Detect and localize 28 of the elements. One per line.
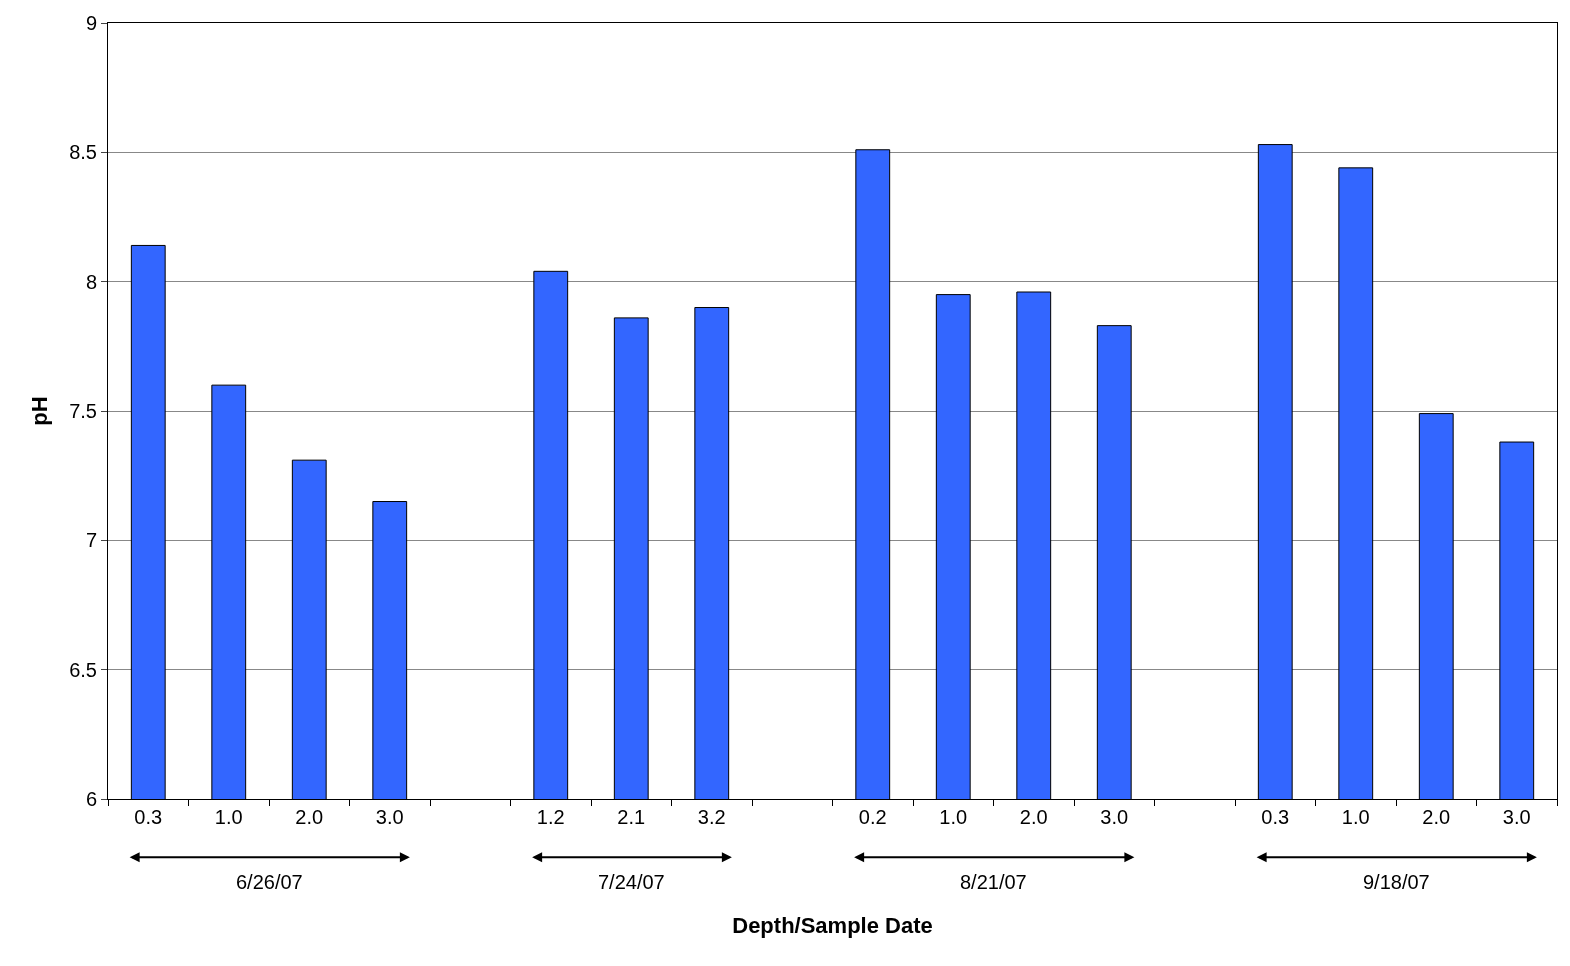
x-tick-label: 2.1	[617, 806, 646, 828]
x-tick-label: 0.2	[858, 806, 887, 828]
x-tick-label: 0.3	[1261, 806, 1290, 828]
x-tick-label: 1.0	[939, 806, 968, 828]
y-tick-label: 8.5	[69, 141, 97, 164]
x-tick-label: 1.0	[1341, 806, 1370, 828]
text: 7/24/07	[598, 871, 665, 893]
y-tick-label: 7.5	[69, 400, 97, 422]
y-tick-label: 6.5	[69, 658, 97, 681]
y-tick-label: 9	[85, 12, 97, 34]
y-tick-label: 7	[85, 529, 97, 552]
text: 6/26/07	[236, 871, 303, 893]
x-tick-label: 2.0	[1019, 806, 1048, 828]
x-axis-title: Depth/Sample Date	[732, 912, 933, 938]
text: 9/18/07	[1363, 871, 1430, 893]
x-tick-label: 3.0	[375, 806, 404, 828]
x-tick-label: 3.2	[697, 806, 726, 828]
x-tick-label: 2.0	[1422, 806, 1451, 828]
y-tick-label: 8	[85, 270, 97, 293]
x-tick-label: 2.0	[295, 806, 324, 828]
x-tick-label: 3.0	[1100, 806, 1129, 828]
y-axis-title: pH	[26, 396, 52, 426]
x-tick-label: 0.3	[134, 806, 163, 828]
y-tick-label: 6	[85, 788, 97, 810]
text: 8/21/07	[960, 871, 1027, 893]
x-tick-label: 3.0	[1502, 806, 1531, 828]
x-tick-label: 1.2	[536, 806, 565, 828]
x-tick-label: 1.0	[214, 806, 243, 828]
